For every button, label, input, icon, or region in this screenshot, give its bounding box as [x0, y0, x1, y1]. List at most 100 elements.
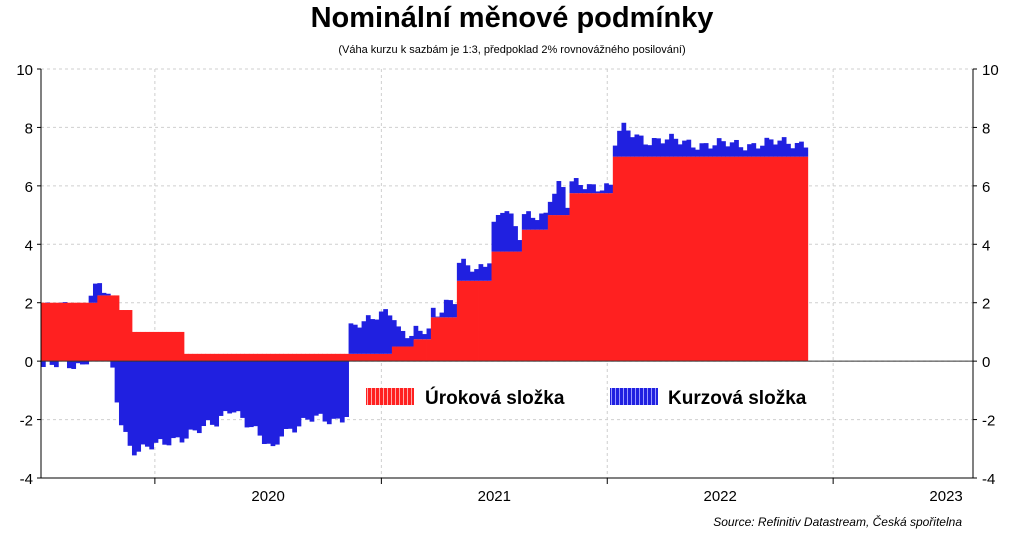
bar-interest — [630, 156, 635, 362]
bar-interest — [417, 339, 423, 362]
bar-exchange — [417, 330, 423, 340]
bar-exchange — [404, 338, 410, 347]
bar-interest — [409, 346, 414, 362]
bar-exchange — [695, 149, 700, 157]
bar-interest — [352, 353, 358, 362]
chart-title: Nominální měnové podmínky — [310, 2, 714, 34]
bar-exchange — [725, 146, 731, 157]
bar-exchange — [677, 144, 683, 157]
bar-interest — [153, 331, 159, 362]
bar-exchange — [183, 361, 189, 439]
bar-exchange — [526, 211, 531, 230]
bar-interest — [599, 193, 605, 362]
bar-interest — [612, 156, 618, 362]
bar-exchange — [218, 361, 224, 416]
bar-interest — [66, 302, 72, 362]
bar-exchange — [296, 361, 302, 427]
bar-exchange — [786, 143, 791, 157]
bar-exchange — [742, 150, 748, 157]
bar-interest — [573, 193, 579, 362]
bar-interest — [764, 156, 770, 362]
bar-interest — [136, 331, 142, 362]
bar-exchange — [105, 293, 111, 296]
x-tick-label: 2021 — [478, 488, 511, 505]
bar-exchange — [625, 130, 631, 157]
bar-interest — [465, 280, 471, 362]
bar-exchange — [361, 321, 367, 354]
bar-exchange — [305, 361, 310, 420]
bar-exchange — [591, 184, 596, 194]
x-tick-label: 2020 — [251, 488, 284, 505]
bar-interest — [114, 295, 120, 362]
y-tick-label-left: 10 — [16, 62, 33, 79]
bar-exchange — [75, 361, 81, 364]
bar-exchange — [378, 311, 384, 354]
bar-exchange — [201, 361, 207, 427]
bar-interest — [669, 156, 674, 362]
bar-exchange — [279, 361, 284, 437]
bar-exchange — [66, 361, 72, 369]
legend-swatch-interest — [366, 388, 414, 405]
bar-interest — [781, 156, 787, 362]
bar-exchange — [781, 137, 787, 157]
bar-interest — [183, 353, 189, 362]
bar-exchange — [92, 283, 98, 303]
bar-exchange — [560, 187, 566, 216]
bar-exchange — [79, 361, 85, 365]
bar-interest — [773, 156, 778, 362]
bar-interest — [621, 156, 627, 362]
bar-exchange — [426, 328, 432, 340]
bar-exchange — [266, 361, 271, 444]
bar-exchange — [664, 139, 670, 157]
bar-exchange — [734, 139, 739, 157]
bar-interest — [144, 331, 150, 362]
bar-interest — [456, 280, 462, 362]
bar-interest — [469, 280, 475, 362]
bar-interest — [274, 353, 280, 362]
bar-interest — [387, 353, 393, 362]
bar-interest — [443, 317, 449, 362]
bar-exchange — [409, 335, 414, 347]
bar-interest — [747, 156, 752, 362]
bar-exchange — [690, 147, 696, 157]
bar-interest — [88, 302, 94, 362]
bar-exchange — [612, 145, 618, 157]
x-tick-label: 2022 — [704, 488, 737, 505]
bar-exchange — [292, 361, 297, 433]
bar-interest — [348, 353, 354, 362]
bar-interest — [435, 317, 440, 362]
y-tick-label-left: -4 — [20, 471, 33, 488]
bar-exchange — [703, 143, 709, 157]
bar-exchange — [88, 295, 94, 303]
bar-exchange — [482, 266, 488, 281]
bar-exchange — [712, 145, 718, 157]
bar-interest — [240, 353, 246, 362]
bar-interest — [526, 229, 531, 362]
bar-exchange — [140, 361, 146, 445]
bar-exchange — [348, 323, 354, 354]
bar-exchange — [114, 361, 120, 403]
bar-exchange — [643, 144, 648, 157]
bar-interest — [569, 193, 575, 362]
bar-interest — [253, 353, 259, 362]
bar-exchange — [287, 361, 293, 429]
bar-exchange — [309, 361, 315, 422]
x-tick-label: 2023 — [929, 488, 962, 505]
bar-exchange — [439, 312, 445, 318]
bar-interest — [716, 156, 722, 362]
bar-exchange — [595, 191, 601, 194]
bar-interest — [422, 339, 427, 362]
bar-exchange — [556, 181, 562, 216]
bar-interest — [127, 310, 133, 362]
bar-interest — [209, 353, 215, 362]
bar-interest — [500, 251, 505, 362]
bar-interest — [565, 215, 570, 362]
bar-interest — [326, 353, 332, 362]
bar-exchange — [101, 292, 107, 296]
bar-exchange — [391, 320, 397, 347]
bar-interest — [101, 295, 107, 362]
bar-interest — [786, 156, 791, 362]
bar-exchange — [794, 142, 800, 157]
bar-interest — [703, 156, 709, 362]
bar-interest — [361, 353, 367, 362]
